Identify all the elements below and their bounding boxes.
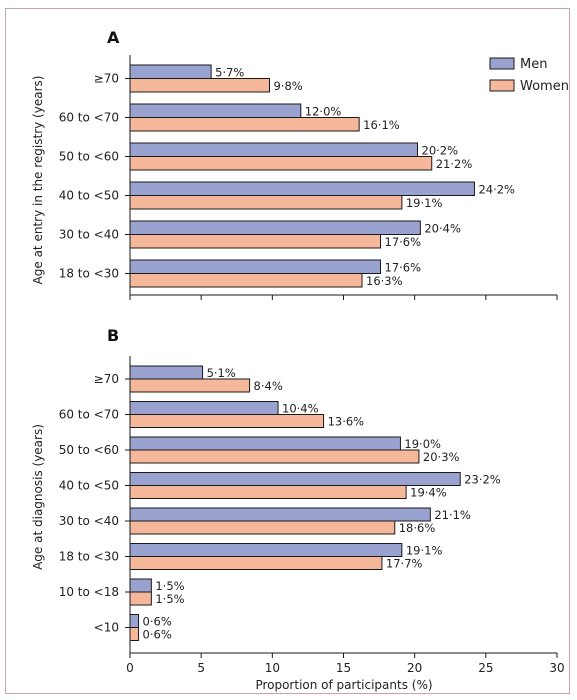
panel-b-x-tick-label: 20 <box>407 661 422 675</box>
panel-a-bar-men <box>129 259 382 274</box>
panel-a-category-label: ≥70 <box>94 72 119 86</box>
panel-b-x-tick-label: 5 <box>197 661 205 675</box>
panel-b-bar-women <box>129 627 140 641</box>
panel-a-bar-women <box>129 234 382 249</box>
panel-a-data-label: 20·2% <box>422 144 459 158</box>
panel-a-bar-women <box>129 156 433 171</box>
panel-b-data-label: 20·3% <box>423 450 460 464</box>
x-axis-label: Proportion of participants (%) <box>255 678 432 692</box>
panel-a-category-label: 40 to <50 <box>59 189 119 203</box>
panel-b-category-label: 18 to <30 <box>59 550 119 564</box>
panel-b-data-label: 8·4% <box>254 379 283 393</box>
panel-b-data-label: 10·4% <box>282 402 319 416</box>
panel-a-data-label: 17·6% <box>385 235 422 249</box>
panel-b-category-label: <10 <box>94 621 119 635</box>
panel-b-data-label: 0·6% <box>143 628 172 642</box>
panel-a-category-label: 50 to <60 <box>59 150 119 164</box>
panel-b-data-label: 18·6% <box>399 521 436 535</box>
panel-a-bar-men <box>129 181 475 196</box>
panel-a-category-label: 30 to <40 <box>59 228 119 242</box>
panel-b-x-tick-label: 25 <box>478 661 493 675</box>
panel-b-letter: B <box>107 326 119 345</box>
panel-a-bar-men <box>129 103 302 118</box>
panel-a-bar-women <box>129 273 363 288</box>
panel-a-data-label: 16·1% <box>363 118 400 132</box>
panel-b-data-label: 23·2% <box>464 473 501 487</box>
legend-women-swatch <box>489 79 515 92</box>
panel-a-ylabel: Age at entry in the registry (years) <box>31 76 45 285</box>
panel-a-bar-women <box>129 78 270 93</box>
panel-b-data-label: 1·5% <box>155 592 184 606</box>
panel-b-bar-women <box>129 378 251 393</box>
panel-a-data-label: 24·2% <box>478 183 515 197</box>
figure-frame <box>5 8 570 694</box>
panel-a-data-label: 5·7% <box>215 66 244 80</box>
panel-b-bar-men <box>129 614 140 628</box>
panel-a-data-label: 12·0% <box>305 105 342 119</box>
panel-b-category-label: ≥70 <box>94 372 119 386</box>
panel-b-bar-women <box>129 520 396 535</box>
panel-b-data-label: 5·1% <box>207 366 236 380</box>
panel-a-bar-women <box>129 117 360 132</box>
panel-b-x-tick-label: 0 <box>126 661 134 675</box>
panel-b-category-label: 10 to <18 <box>59 585 119 599</box>
panel-b-category-label: 40 to <50 <box>59 479 119 493</box>
panel-a: ≥70 5·7% 9·8% 60 to <70 12·0% 16·1% 50 to <60 2… <box>59 55 558 300</box>
panel-a-category-label: 18 to <30 <box>59 267 119 281</box>
panel-a-category-label: 60 to <70 <box>59 111 119 125</box>
panel-b-data-label: 13·6% <box>328 415 365 429</box>
panel-b-bar-men <box>129 472 461 486</box>
panel-a-data-label: 17·6% <box>385 261 422 275</box>
panel-b-bar-men <box>129 507 431 522</box>
panel-b-x-tick-label: 15 <box>336 661 351 675</box>
panel-a-data-label: 21·2% <box>436 157 473 171</box>
panel-b-data-label: 19·1% <box>406 544 443 558</box>
panel-a-data-label: 19·1% <box>406 196 443 210</box>
panel-b-x-tick-label: 10 <box>265 661 280 675</box>
panel-a-bar-women <box>129 195 403 210</box>
panel-b-data-label: 19·4% <box>410 486 447 500</box>
legend-men-label: Men <box>520 57 547 72</box>
panel-b-bar-women <box>129 556 383 570</box>
panel-a-data-label: 16·3% <box>366 274 403 288</box>
panel-b-category-label: 60 to <70 <box>59 408 119 422</box>
panel-a-data-label: 20·4% <box>424 222 461 236</box>
panel-a-data-label: 9·8% <box>273 79 302 93</box>
legend-women-label: Women <box>520 79 569 94</box>
panel-b-ylabel: Age at diagnosis (years) <box>31 424 45 570</box>
panel-b-bar-women <box>129 414 325 428</box>
panel-b-data-label: 21·1% <box>434 508 471 522</box>
panel-b-bar-men <box>129 543 403 557</box>
panel-a-bar-men <box>129 142 419 157</box>
panel-b-bar-women <box>129 591 152 606</box>
panel-b-x-tick-label: 30 <box>549 661 564 675</box>
panel-a-letter: A <box>107 28 120 47</box>
legend-men-swatch <box>489 57 515 70</box>
panel-b-category-label: 30 to <40 <box>59 514 119 528</box>
panel-b-bar-men <box>129 578 152 593</box>
panel-b-bar-men <box>129 365 204 380</box>
panel-b: ≥70 5·1% 8·4% 60 to <70 10·4% 13·6% 50 to <60 1… <box>59 356 565 675</box>
panel-b-bar-women <box>129 485 407 499</box>
panel-b-bar-men <box>129 436 401 451</box>
panel-b-bar-men <box>129 401 279 415</box>
panel-b-data-label: 1·5% <box>155 579 184 593</box>
panel-b-category-label: 50 to <60 <box>59 443 119 457</box>
panel-b-bar-women <box>129 449 420 464</box>
panel-a-bar-men <box>129 220 421 235</box>
panel-a-bar-men <box>129 64 212 79</box>
panel-b-data-label: 17·7% <box>386 557 423 571</box>
panel-b-data-label: 0·6% <box>143 615 172 629</box>
panel-b-data-label: 19·0% <box>404 437 441 451</box>
